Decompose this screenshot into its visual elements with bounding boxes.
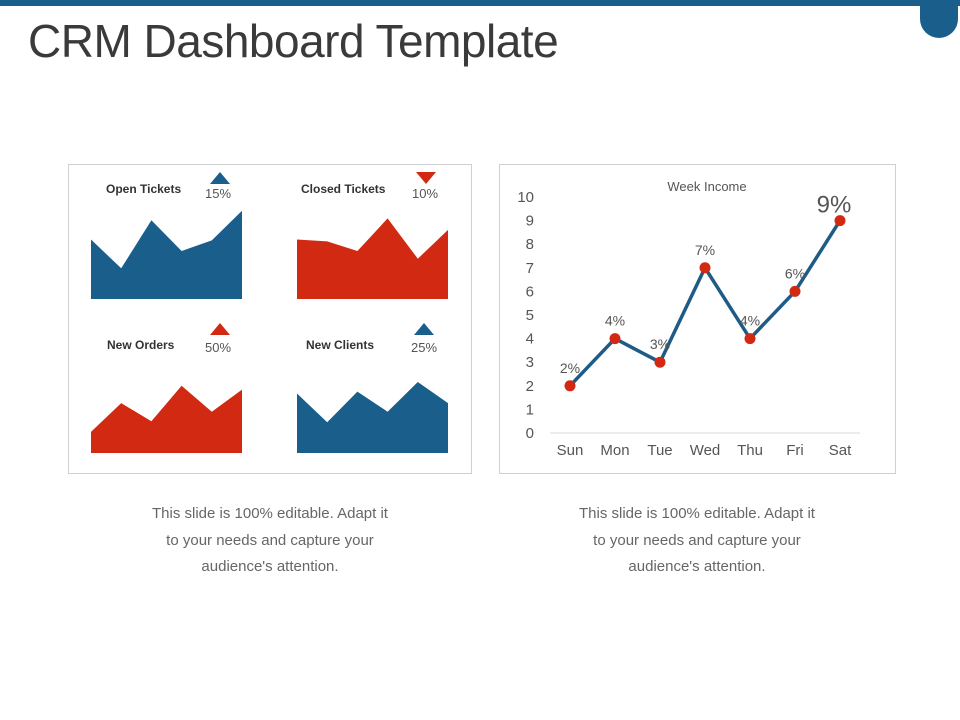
closed-tickets-chart: Closed Tickets 10% — [297, 172, 448, 319]
data-point — [609, 333, 621, 345]
data-label: 3% — [650, 336, 670, 352]
y-tick-label: 2 — [526, 378, 534, 395]
data-point — [744, 333, 756, 345]
y-tick-label: 0 — [526, 425, 534, 442]
area-series — [91, 210, 242, 299]
page-title: CRM Dashboard Template — [28, 15, 559, 67]
data-point — [564, 380, 576, 392]
closed-tickets-label: Closed Tickets — [301, 182, 386, 196]
trend-up-icon — [210, 323, 230, 335]
area-series — [297, 382, 448, 453]
caption-line: to your needs and capture your — [166, 531, 374, 549]
y-tick-label: 4 — [526, 331, 534, 348]
data-point — [654, 356, 666, 368]
x-tick-label: Wed — [690, 442, 721, 459]
caption-line: to your needs and capture your — [593, 531, 801, 549]
caption-line: This slide is 100% editable. Adapt it — [152, 505, 388, 522]
y-tick-label: 3 — [526, 354, 534, 371]
caption-line: audience's attention. — [201, 558, 339, 575]
caption-right: This slide is 100% editable. Adapt it to… — [557, 501, 837, 581]
closed-tickets-change: 10% — [412, 186, 439, 201]
trend-down-icon — [416, 172, 436, 184]
y-tick-label: 1 — [526, 401, 534, 418]
new-orders-chart: New Orders 50% — [91, 323, 242, 473]
new-orders-label: New Orders — [107, 338, 175, 352]
week-income-line-chart: Week Income 0 1 2 3 4 5 6 7 8 9 10 Sun Mon Tue Wed Thu Fr… — [517, 179, 860, 459]
data-label: 7% — [695, 242, 715, 258]
caption-line: audience's attention. — [628, 558, 766, 575]
open-tickets-chart: Open Tickets 15% — [91, 172, 242, 319]
open-tickets-label: Open Tickets — [106, 182, 182, 196]
open-tickets-change: 15% — [205, 186, 232, 201]
new-orders-change: 50% — [205, 340, 232, 355]
caption-line: This slide is 100% editable. Adapt it — [579, 505, 815, 522]
area-series — [91, 385, 242, 453]
x-tick-label: Fri — [786, 442, 804, 459]
corner-tab — [920, 0, 958, 38]
caption-left: This slide is 100% editable. Adapt it to… — [130, 501, 410, 581]
data-label: 4% — [740, 313, 760, 329]
x-tick-label: Tue — [647, 442, 672, 459]
data-label: 9% — [817, 192, 852, 219]
x-tick-label: Mon — [600, 442, 629, 459]
y-tick-label: 7 — [526, 260, 534, 277]
data-point — [699, 262, 711, 274]
y-tick-label: 9 — [526, 213, 534, 230]
new-clients-label: New Clients — [306, 338, 375, 352]
data-point — [834, 215, 846, 227]
data-point — [789, 285, 801, 297]
y-tick-label: 6 — [526, 283, 534, 300]
area-series — [297, 218, 448, 299]
data-label: 4% — [605, 313, 625, 329]
y-tick-label: 8 — [526, 236, 534, 253]
y-tick-label: 10 — [517, 189, 534, 206]
closed-tickets-area-svg — [297, 218, 448, 299]
new-clients-area-svg — [297, 382, 448, 453]
trend-up-icon — [210, 172, 230, 184]
new-orders-area-svg — [91, 385, 242, 453]
week-income-panel: Week Income 0 1 2 3 4 5 6 7 8 9 10 Sun Mon Tue Wed Thu Fr… — [499, 164, 896, 474]
new-clients-change: 25% — [411, 340, 438, 355]
data-label: 2% — [560, 360, 580, 376]
chart-title: Week Income — [667, 179, 746, 194]
new-clients-chart: New Clients 25% — [297, 323, 448, 473]
trend-up-icon — [414, 323, 434, 335]
top-accent-bar — [0, 0, 960, 6]
open-tickets-area-svg — [91, 210, 242, 299]
x-tick-label: Sun — [557, 442, 584, 459]
data-label: 6% — [785, 265, 805, 281]
kpi-panel: Open Tickets 15% Closed Tickets 10% New … — [68, 164, 472, 474]
y-tick-label: 5 — [526, 307, 534, 324]
x-tick-label: Sat — [829, 442, 852, 459]
x-tick-label: Thu — [737, 442, 763, 459]
